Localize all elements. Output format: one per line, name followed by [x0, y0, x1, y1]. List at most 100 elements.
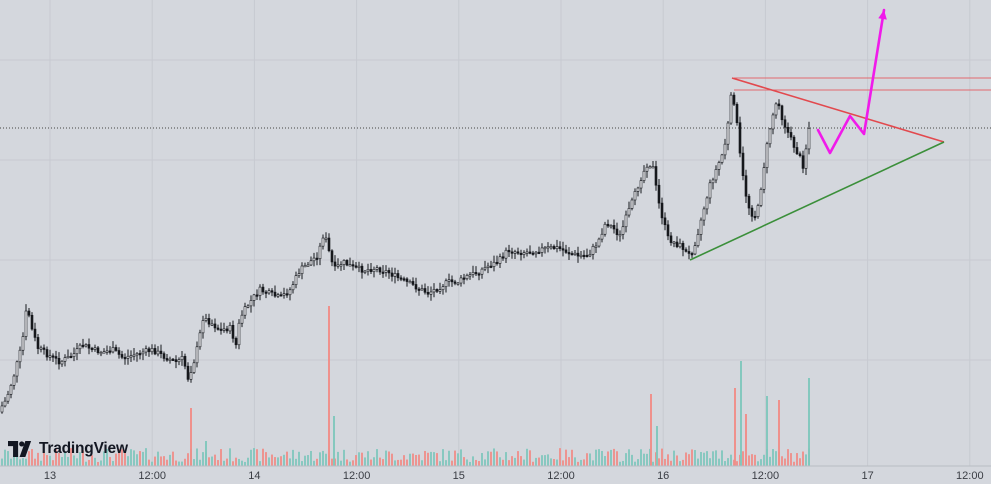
- volume-bar: [526, 448, 528, 466]
- volume-bar: [463, 457, 465, 466]
- candle-body: [504, 249, 508, 259]
- candle-body: [426, 292, 430, 295]
- candle-body: [15, 361, 19, 377]
- volume-bar: [313, 460, 315, 466]
- volume-bar: [514, 457, 516, 466]
- candle-body: [507, 249, 511, 253]
- candle-body: [402, 278, 406, 281]
- candle-body: [123, 357, 127, 360]
- volume-bar: [478, 461, 480, 466]
- candle-body: [390, 272, 394, 277]
- candle-body: [789, 132, 793, 138]
- candle-body: [270, 290, 274, 293]
- candle-body: [45, 349, 49, 358]
- volume-bar: [193, 459, 195, 466]
- volume-bar: [178, 461, 180, 466]
- volume-bar: [136, 454, 138, 466]
- volume-bar: [656, 426, 658, 466]
- candle-body: [540, 247, 544, 253]
- volume-bar: [175, 460, 177, 466]
- candle-body: [423, 288, 427, 293]
- volume-bar: [571, 449, 573, 466]
- tradingview-logo[interactable]: TradingView: [8, 440, 128, 458]
- candle-body: [594, 245, 598, 248]
- candle-body: [129, 355, 133, 358]
- candle-body: [762, 167, 766, 190]
- volume-bar: [784, 458, 786, 466]
- volume-bar: [157, 451, 159, 466]
- candle-body: [291, 284, 295, 291]
- candle-body: [597, 238, 601, 247]
- volume-bar: [766, 396, 768, 466]
- volume-bar: [370, 459, 372, 466]
- volume-bar: [778, 400, 780, 466]
- candle-body: [366, 269, 370, 272]
- volume-bar: [274, 457, 276, 466]
- candle-body: [102, 351, 106, 354]
- candle-body: [687, 251, 691, 254]
- volume-bar: [106, 448, 108, 466]
- volume-bar: [70, 448, 72, 466]
- volume-bar: [400, 459, 402, 466]
- volume-bar: [373, 457, 375, 466]
- volume-bar: [619, 461, 621, 466]
- candle-body: [663, 217, 667, 226]
- volume-bar: [49, 455, 51, 466]
- volume-bar: [355, 455, 357, 466]
- candle-body: [195, 346, 199, 364]
- candle-body: [528, 251, 532, 254]
- candle-body: [21, 336, 25, 351]
- volume-bar: [361, 452, 363, 466]
- candle-body: [639, 180, 643, 189]
- volume-bar: [740, 361, 742, 466]
- volume-bar: [28, 451, 30, 466]
- candle-body: [744, 175, 748, 197]
- candle-body: [243, 306, 247, 316]
- volume-bar: [127, 456, 129, 466]
- volume-bar: [592, 460, 594, 466]
- candle-body: [144, 348, 148, 353]
- volume-bar: [673, 450, 675, 466]
- candle-body: [534, 251, 538, 255]
- candle-body: [6, 393, 10, 402]
- candle-body: [153, 348, 157, 355]
- candle-body: [168, 358, 172, 361]
- volume-bar: [604, 456, 606, 466]
- volume-bar: [61, 456, 63, 466]
- volume-bar: [76, 458, 78, 466]
- volume-bar: [754, 454, 756, 466]
- volume-bar: [565, 449, 567, 466]
- tradingview-logo-icon: [8, 441, 32, 457]
- candle-body: [117, 350, 121, 355]
- volume-bar: [232, 461, 234, 466]
- trend-drawings[interactable]: [0, 8, 991, 261]
- projection-arrow-head: [878, 10, 887, 20]
- candle-body: [189, 372, 193, 380]
- candle-body: [786, 126, 790, 133]
- candle-body: [456, 282, 460, 285]
- logo-wordmark: TradingView: [39, 440, 128, 457]
- volume-bar: [169, 454, 171, 466]
- candle-body: [483, 267, 487, 270]
- candle-body: [162, 353, 166, 359]
- volume-bar: [115, 453, 117, 466]
- volume-bar: [358, 452, 360, 466]
- candle-body: [42, 347, 46, 350]
- candle-body: [252, 294, 256, 301]
- candle-body: [576, 252, 580, 257]
- candle-body: [99, 352, 103, 355]
- volume-bar: [307, 455, 309, 466]
- volume-bar: [364, 457, 366, 466]
- candle-body: [465, 275, 469, 280]
- volume-bar: [598, 449, 600, 466]
- volume-bar: [367, 451, 369, 466]
- volume-bar: [412, 453, 414, 466]
- candle-body: [807, 128, 811, 150]
- candle-body: [150, 348, 154, 353]
- candle-body: [177, 359, 181, 363]
- volume-bar: [631, 454, 633, 466]
- volume-bar: [550, 458, 552, 466]
- volume-bar: [793, 461, 795, 466]
